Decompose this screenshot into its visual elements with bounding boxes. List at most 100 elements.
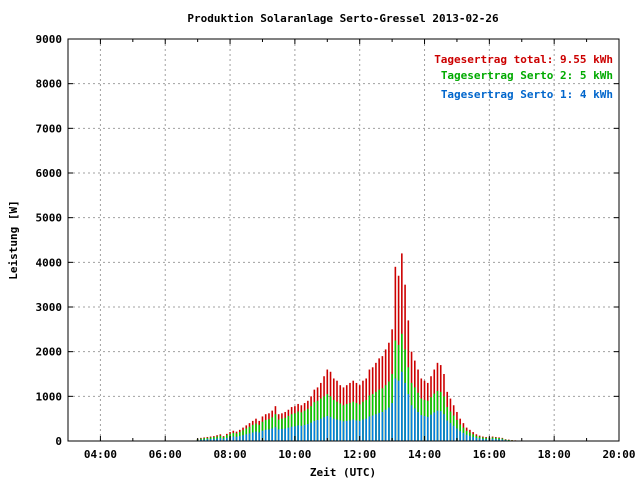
bar-serto1 bbox=[226, 437, 228, 441]
bar-serto1 bbox=[209, 438, 212, 441]
x-tick-label: 08:00 bbox=[213, 448, 246, 461]
bar-serto1 bbox=[410, 405, 413, 441]
bar-serto1 bbox=[436, 410, 439, 441]
bar-serto1 bbox=[475, 437, 478, 441]
bar-serto1 bbox=[261, 430, 264, 441]
grid-lines bbox=[68, 39, 619, 441]
bar-serto1 bbox=[255, 431, 257, 441]
bar-serto1 bbox=[310, 422, 312, 441]
bar-serto1 bbox=[316, 420, 319, 441]
chart-title: Produktion Solaranlage Serto-Gressel 201… bbox=[187, 12, 499, 25]
bar-serto1 bbox=[462, 432, 465, 441]
x-axis-ticks: 04:00 06:00 08:00 10:00 12:00 14:00 16:00 18:00… bbox=[67, 39, 636, 461]
bar-serto1 bbox=[404, 382, 406, 441]
bar-serto1 bbox=[456, 428, 458, 441]
bar-serto1 bbox=[482, 438, 484, 441]
bar-serto1 bbox=[235, 436, 238, 441]
bar-serto1 bbox=[258, 432, 261, 441]
bar-serto1 bbox=[329, 416, 332, 441]
bar-serto1 bbox=[326, 415, 329, 441]
bar-serto1 bbox=[277, 429, 280, 441]
bar-serto1 bbox=[242, 435, 244, 441]
y-tick-label: 5000 bbox=[36, 212, 63, 225]
bar-serto1 bbox=[271, 428, 273, 441]
y-tick-label: 7000 bbox=[36, 122, 63, 135]
legend-serto2: Tagesertrag Serto 2: 5 kWh bbox=[441, 69, 613, 82]
bar-serto1 bbox=[401, 371, 403, 441]
bar-serto1 bbox=[219, 438, 222, 441]
x-tick-label: 06:00 bbox=[149, 448, 182, 461]
bar-serto1 bbox=[469, 435, 471, 441]
bar-serto1 bbox=[491, 438, 494, 441]
x-axis-label: Zeit (UTC) bbox=[310, 466, 376, 479]
bar-serto1 bbox=[381, 411, 384, 441]
bar-serto1 bbox=[384, 409, 387, 441]
bar-serto1 bbox=[323, 417, 325, 441]
bar-serto1 bbox=[336, 419, 338, 441]
bar-serto1 bbox=[274, 427, 277, 441]
y-tick-label: 1000 bbox=[36, 390, 63, 403]
bar-serto1 bbox=[287, 427, 290, 441]
bar-serto1 bbox=[472, 436, 474, 441]
bar-serto1 bbox=[303, 424, 306, 441]
bar-serto1 bbox=[495, 439, 497, 441]
y-axis-ticks: 0 1000 2000 3000 4000 5000 6000 7000 8000 9000 bbox=[36, 33, 619, 448]
bar-serto1 bbox=[248, 433, 251, 441]
bar-serto1 bbox=[358, 420, 361, 441]
bar-serto1 bbox=[394, 378, 397, 441]
bar-serto1 bbox=[313, 420, 316, 441]
x-tick-label: 16:00 bbox=[473, 448, 506, 461]
y-tick-label: 6000 bbox=[36, 167, 63, 180]
bar-serto1 bbox=[426, 416, 429, 441]
bar-serto1 bbox=[268, 429, 270, 441]
bar-serto1 bbox=[465, 434, 468, 441]
bar-serto1 bbox=[397, 380, 400, 441]
bar-serto1 bbox=[203, 439, 205, 441]
bar-serto1 bbox=[362, 419, 364, 441]
y-tick-label: 3000 bbox=[36, 301, 63, 314]
legend-total: Tagesertrag total: 9.55 kWh bbox=[434, 53, 613, 66]
bar-serto1 bbox=[459, 431, 461, 441]
bar-serto1 bbox=[391, 403, 393, 441]
bar-serto1 bbox=[245, 434, 248, 441]
bar-serto1 bbox=[213, 438, 215, 441]
bar-serto1 bbox=[300, 425, 303, 441]
bar-serto1 bbox=[332, 418, 335, 441]
bar-serto1 bbox=[365, 418, 367, 441]
x-tick-label: 20:00 bbox=[602, 448, 635, 461]
bar-serto1 bbox=[200, 439, 202, 441]
legend-serto1: Tagesertrag Serto 1: 4 kWh bbox=[441, 88, 613, 101]
bar-serto1 bbox=[449, 423, 452, 441]
bar-serto1 bbox=[407, 394, 410, 441]
x-tick-label: 04:00 bbox=[84, 448, 117, 461]
plot-frame bbox=[67, 38, 620, 442]
bar-serto1 bbox=[345, 420, 348, 441]
bar-serto1 bbox=[375, 414, 377, 441]
y-tick-label: 2000 bbox=[36, 346, 63, 359]
y-tick-label: 0 bbox=[55, 435, 62, 448]
bar-serto1 bbox=[297, 425, 299, 441]
bar-serto1 bbox=[452, 425, 455, 441]
series-serto1-bars bbox=[196, 371, 517, 441]
bar-serto1 bbox=[443, 414, 445, 441]
x-tick-label: 12:00 bbox=[343, 448, 376, 461]
bar-serto1 bbox=[423, 415, 426, 441]
x-tick-label: 14:00 bbox=[408, 448, 441, 461]
bar-serto1 bbox=[222, 438, 225, 441]
bar-serto1 bbox=[378, 412, 380, 441]
bar-serto1 bbox=[446, 420, 449, 441]
bar-serto1 bbox=[206, 439, 209, 441]
bar-serto1 bbox=[307, 424, 309, 441]
y-tick-label: 8000 bbox=[36, 78, 63, 91]
x-tick-label: 18:00 bbox=[538, 448, 571, 461]
bar-serto1 bbox=[352, 419, 355, 441]
bar-serto1 bbox=[294, 426, 296, 441]
bar-serto1 bbox=[355, 420, 358, 441]
bar-serto1 bbox=[371, 415, 374, 441]
bar-serto1 bbox=[290, 426, 293, 441]
bar-serto1 bbox=[342, 421, 345, 441]
bar-serto1 bbox=[284, 428, 286, 441]
bar-serto1 bbox=[349, 420, 351, 441]
bar-serto1 bbox=[281, 428, 283, 441]
